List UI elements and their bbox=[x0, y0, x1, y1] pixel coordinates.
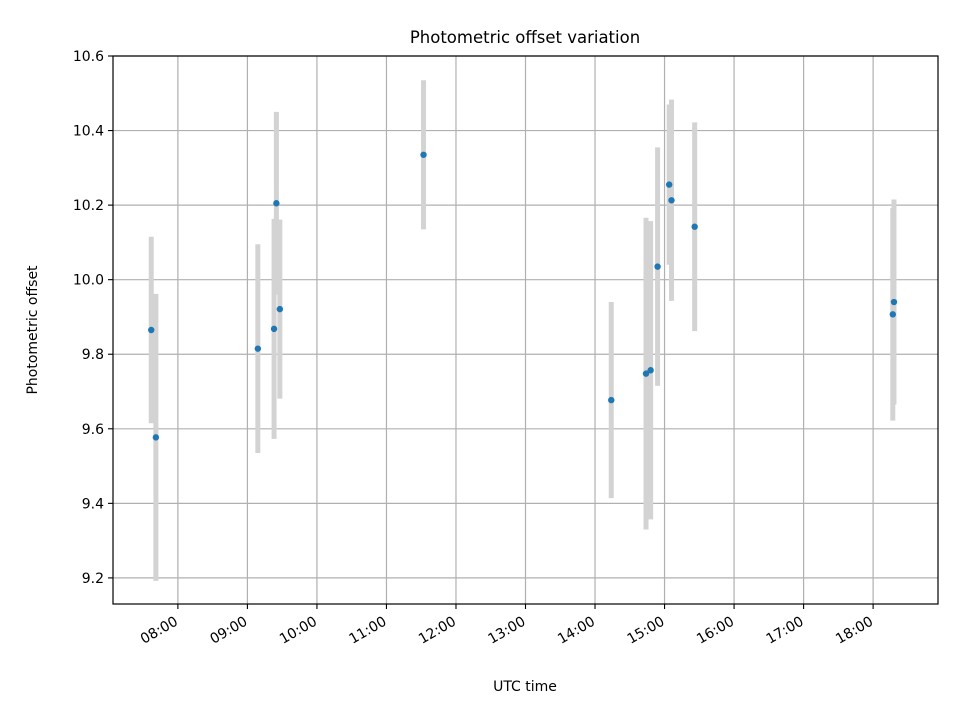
x-tick-label: 13:00 bbox=[486, 614, 529, 648]
x-tick-label: 16:00 bbox=[694, 614, 737, 648]
y-tick-label: 10.0 bbox=[73, 273, 104, 289]
data-point bbox=[647, 367, 654, 374]
x-tick-label: 17:00 bbox=[764, 614, 807, 648]
data-point bbox=[254, 345, 262, 352]
x-tick-label: 09:00 bbox=[207, 614, 250, 648]
data-point bbox=[148, 326, 155, 334]
x-tick-label: 11:00 bbox=[347, 614, 390, 648]
data-point bbox=[273, 200, 280, 207]
grid bbox=[113, 55, 938, 604]
data-points bbox=[148, 151, 898, 441]
y-tick-label: 10.4 bbox=[73, 124, 104, 140]
data-point bbox=[642, 370, 650, 377]
data-point bbox=[691, 223, 698, 230]
x-tick-label: 15:00 bbox=[625, 614, 668, 648]
data-point bbox=[889, 311, 897, 318]
x-tick-label: 08:00 bbox=[138, 614, 181, 648]
x-tick-label: 14:00 bbox=[555, 614, 598, 648]
data-point bbox=[276, 305, 284, 313]
error-bars bbox=[148, 80, 897, 581]
data-point bbox=[890, 298, 898, 306]
data-point bbox=[152, 434, 160, 441]
data-point bbox=[654, 263, 661, 270]
data-point bbox=[668, 197, 675, 204]
x-tick-label: 18:00 bbox=[833, 614, 876, 648]
data-point bbox=[270, 325, 278, 333]
y-tick-label: 9.6 bbox=[82, 422, 104, 438]
data-point bbox=[420, 151, 427, 158]
y-tick-label: 9.2 bbox=[82, 571, 104, 587]
chart-title: Photometric offset variation bbox=[410, 28, 640, 47]
x-tick-label: 12:00 bbox=[416, 614, 459, 648]
y-tick-label: 9.8 bbox=[82, 347, 104, 363]
x-axis-ticks: 08:00 09:00 10:00 11:00 12:00 13:00 14:00 15:00… bbox=[138, 604, 876, 648]
y-tick-label: 10.6 bbox=[73, 49, 104, 65]
x-axis-label: UTC time bbox=[493, 679, 557, 695]
y-axis-ticks: 9.2 9.4 9.6 9.8 10.0 10.2 10.4 10.6 bbox=[73, 49, 113, 587]
x-tick-label: 10:00 bbox=[277, 614, 320, 648]
data-point bbox=[608, 396, 615, 404]
data-point bbox=[665, 181, 673, 188]
y-tick-label: 10.2 bbox=[73, 198, 104, 214]
y-axis-label: Photometric offset bbox=[25, 265, 41, 395]
y-tick-label: 9.4 bbox=[82, 496, 104, 512]
